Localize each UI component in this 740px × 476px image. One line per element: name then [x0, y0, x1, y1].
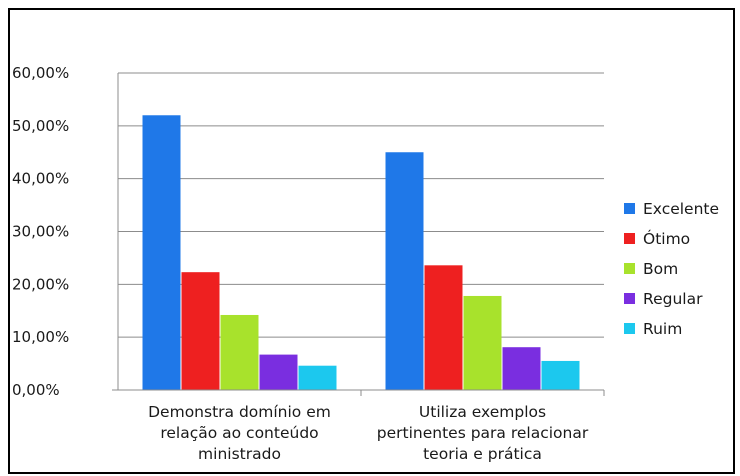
- legend-label: Bom: [643, 260, 678, 278]
- bar: [142, 115, 181, 391]
- y-tick-label: 60,00%: [12, 64, 69, 82]
- legend-swatch: [624, 203, 635, 214]
- legend-label: Ótimo: [643, 229, 690, 248]
- bar: [424, 265, 463, 390]
- legend-label: Ruim: [643, 320, 682, 338]
- bar: [259, 354, 298, 390]
- y-tick-label: 40,00%: [12, 170, 69, 188]
- bar: [541, 360, 580, 390]
- bar: [502, 347, 541, 390]
- legend-swatch: [624, 323, 635, 334]
- y-axis: 0,00% 10,00% 20,00% 30,00% 40,00% 50,00% 60,00…: [12, 64, 119, 399]
- legend-swatch: [624, 263, 635, 274]
- x-category-label: relação ao conteúdo: [160, 424, 318, 442]
- legend-swatch: [624, 293, 635, 304]
- x-axis: Demonstra domínio em relação ao conteúdo m…: [112, 389, 605, 463]
- bars: [142, 115, 580, 391]
- y-tick-label: 10,00%: [12, 328, 69, 346]
- bar: [385, 152, 424, 390]
- legend-label: Regular: [643, 290, 703, 308]
- x-category-label: ministrado: [198, 445, 281, 463]
- legend-swatch: [624, 233, 635, 244]
- x-category-label: Utiliza exemplos: [419, 403, 546, 421]
- x-category-label: pertinentes para relacionar: [377, 424, 589, 442]
- y-tick-label: 50,00%: [12, 117, 69, 135]
- legend: Excelente Ótimo Bom Regular Ruim: [624, 200, 719, 338]
- x-category-label: teoria e prática: [423, 445, 542, 463]
- y-tick-label: 20,00%: [12, 275, 69, 293]
- chart-frame: [8, 8, 735, 474]
- legend-label: Excelente: [643, 200, 719, 218]
- bar: [220, 314, 259, 390]
- bar: [463, 295, 502, 390]
- y-tick-label: 30,00%: [12, 223, 69, 241]
- y-tick-label: 0,00%: [12, 381, 60, 399]
- x-category-label: Demonstra domínio em: [148, 403, 331, 421]
- bar: [298, 365, 337, 390]
- bar: [181, 272, 220, 390]
